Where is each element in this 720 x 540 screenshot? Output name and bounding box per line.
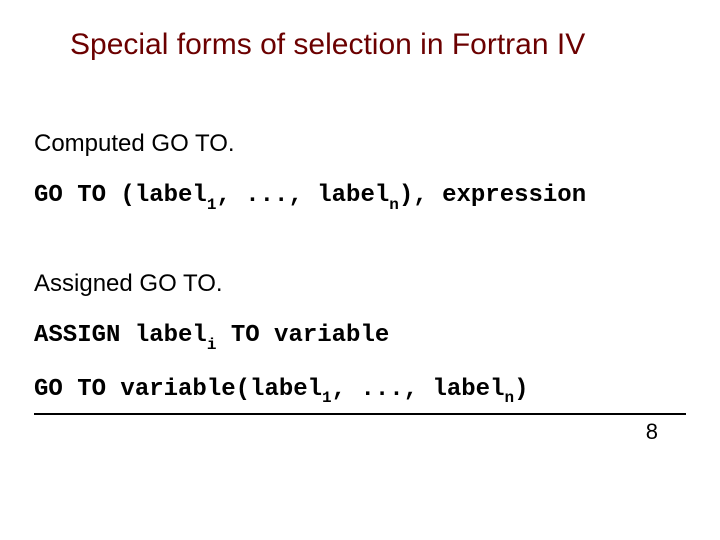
divider (34, 413, 686, 415)
code-text: GO TO variable(label (34, 376, 322, 403)
code-sub: n (504, 389, 514, 407)
code-text: , ..., label (332, 376, 505, 403)
slide-title: Special forms of selection in Fortran IV (70, 28, 686, 62)
code-sub: i (207, 336, 217, 354)
section-heading-computed: Computed GO TO. (34, 130, 686, 158)
code-text: ASSIGN label (34, 322, 207, 349)
code-computed-goto: GO TO (label1, ..., labeln), expression (34, 182, 686, 212)
code-text: , ..., label (216, 182, 389, 209)
code-sub: 1 (322, 389, 332, 407)
code-text: GO TO (label (34, 182, 207, 209)
code-assigned-goto: GO TO variable(label1, ..., labeln) (34, 376, 686, 406)
code-text: TO variable (216, 322, 389, 349)
slide: Special forms of selection in Fortran IV… (0, 0, 720, 540)
code-text: ), expression (399, 182, 586, 209)
code-assign: ASSIGN labeli TO variable (34, 322, 686, 352)
section-heading-assigned: Assigned GO TO. (34, 270, 686, 298)
code-sub: 1 (207, 196, 217, 214)
code-text: ) (514, 376, 528, 403)
page-number: 8 (34, 419, 686, 445)
code-sub: n (389, 196, 399, 214)
